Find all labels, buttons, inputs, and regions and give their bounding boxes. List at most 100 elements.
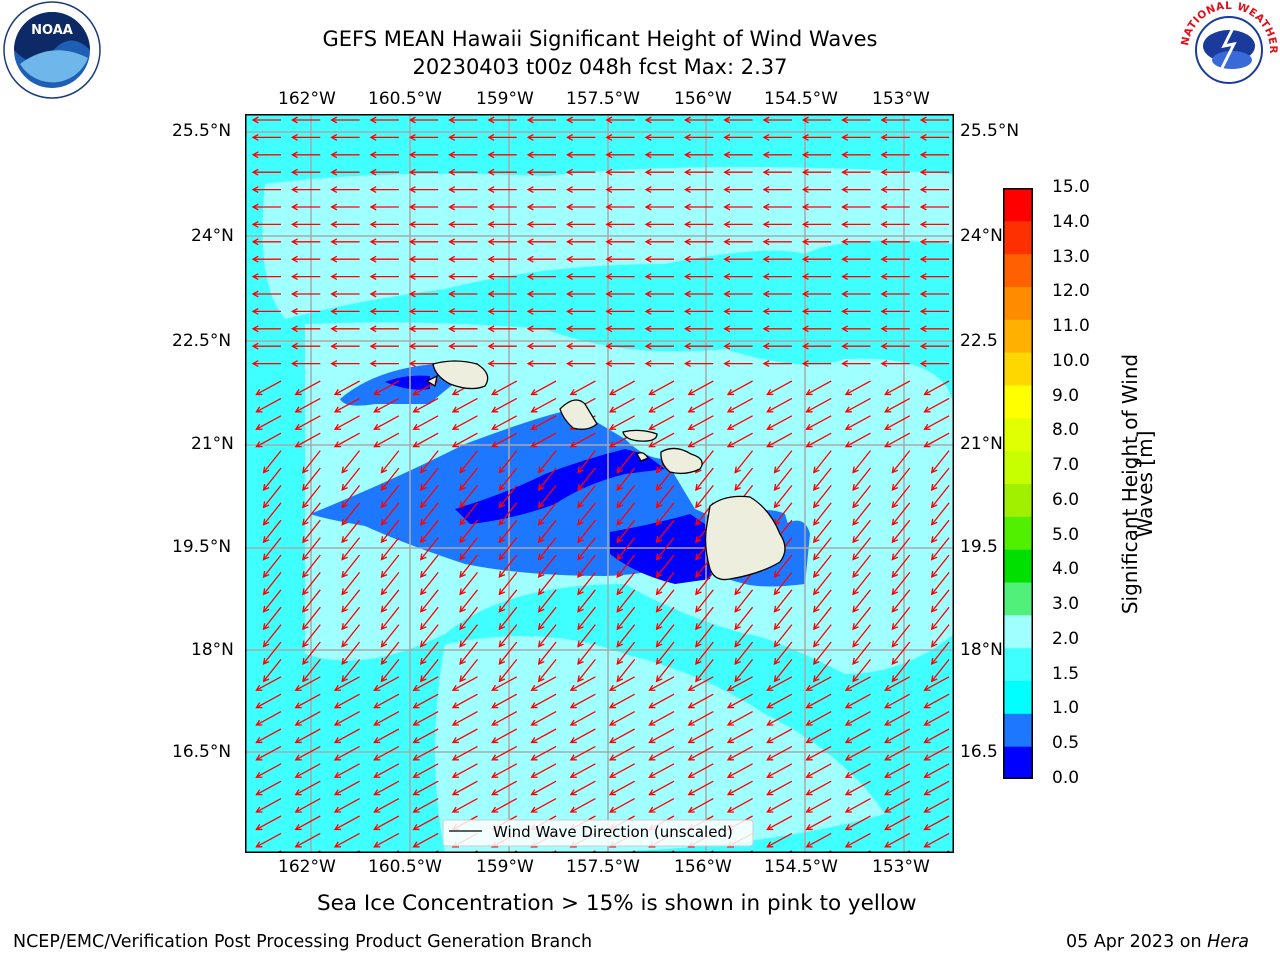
- wave-vector: [931, 450, 950, 473]
- wave-vector: [649, 432, 675, 448]
- wave-vector-head: [451, 702, 459, 709]
- wave-vector: [570, 745, 596, 761]
- wave-vector-head: [919, 168, 927, 176]
- wave-vector: [538, 658, 557, 682]
- wave-vector-head: [930, 553, 938, 561]
- wave-vector-head: [448, 151, 456, 159]
- wave-vector-head: [891, 536, 899, 544]
- wave-vector-head: [373, 737, 381, 744]
- wave-vector-head: [373, 806, 381, 813]
- wave-vector-head: [255, 423, 263, 430]
- wave-vector-head: [577, 483, 584, 491]
- wave-vector-head: [451, 754, 459, 761]
- wave-vector: [931, 537, 950, 560]
- wave-vector: [767, 832, 793, 848]
- wave-vector-head: [290, 133, 298, 141]
- wave-vector-head: [723, 203, 731, 211]
- wave-vector: [767, 380, 793, 395]
- wave-vector-head: [487, 325, 495, 333]
- wave-vector-head: [655, 536, 663, 544]
- field-deep-bigisland: [610, 514, 712, 584]
- wave-vector: [688, 780, 714, 796]
- wave-vector: [924, 745, 950, 761]
- wave-vector: [577, 554, 596, 578]
- wave-vector: [420, 502, 439, 526]
- wave-vector: [924, 676, 950, 691]
- wave-vector: [380, 537, 400, 560]
- wave-vector-head: [695, 553, 702, 561]
- wave-vector-head: [683, 151, 691, 159]
- wave-vector-head: [695, 483, 702, 491]
- wave-vector-head: [408, 168, 416, 176]
- lon-tick-top-1: 160.5°W: [368, 89, 442, 109]
- wave-vector-head: [923, 719, 931, 726]
- wave-vector-head: [687, 754, 695, 761]
- wave-vector-head: [812, 675, 820, 683]
- wave-vector-head: [290, 168, 298, 176]
- wave-vector-head: [616, 536, 624, 544]
- wave-vector-head: [262, 466, 270, 474]
- colorbar-block: [1003, 713, 1033, 747]
- wave-vector-head: [380, 553, 388, 561]
- wave-vector-head: [801, 273, 809, 281]
- wave-vector-head: [805, 684, 813, 691]
- wave-vector: [656, 484, 675, 508]
- lon-tick-top-0: 162°W: [278, 89, 336, 109]
- wave-vector-head: [451, 389, 459, 396]
- wave-vector: [459, 502, 479, 526]
- wave-vector-head: [448, 116, 456, 124]
- wave-vector: [256, 763, 282, 778]
- lon-tick-top-2: 159°W: [476, 89, 534, 109]
- wave-vector-head: [726, 719, 735, 726]
- wave-vector-head: [369, 290, 377, 298]
- wave-vector: [727, 415, 753, 430]
- wave-vector-head: [644, 360, 652, 368]
- wave-vector-head: [487, 307, 495, 315]
- wave-vector-head: [852, 623, 859, 631]
- wave-vector-head: [380, 518, 388, 526]
- wave-vector: [806, 693, 832, 709]
- wave-vector-head: [333, 771, 342, 778]
- wave-vector-head: [923, 824, 931, 831]
- wave-vector: [413, 397, 439, 413]
- wave-vector-head: [491, 423, 499, 430]
- lon-tick-bottom-5: 154.5°W: [764, 857, 838, 877]
- wave-vector-head: [569, 771, 577, 778]
- wave-vector: [767, 676, 793, 691]
- wave-vector: [924, 798, 950, 813]
- wave-vector: [538, 641, 557, 665]
- wave-vector: [695, 484, 714, 508]
- wave-vector-head: [801, 290, 809, 298]
- wave-vector-head: [880, 290, 888, 298]
- wave-vector-head: [537, 570, 545, 578]
- wave-vector-head: [801, 307, 809, 315]
- wave-vector: [570, 693, 596, 709]
- lon-tick-bottom-0: 162°W: [278, 857, 336, 877]
- wave-vector-head: [341, 553, 348, 561]
- colorbar: [1003, 188, 1033, 780]
- wave-vector-head: [655, 553, 663, 561]
- wave-vector-head: [801, 238, 809, 246]
- wave-vector-head: [451, 806, 459, 813]
- wave-vector-head: [844, 684, 852, 691]
- wave-vector-head: [923, 771, 931, 778]
- wave-vector: [649, 728, 675, 743]
- wave-vector-head: [262, 501, 270, 509]
- wave-vector-head: [451, 771, 459, 778]
- wave-vector: [374, 832, 400, 848]
- wave-vector-head: [723, 360, 731, 368]
- wave-vector-head: [880, 273, 888, 281]
- wave-vector-head: [616, 570, 624, 578]
- wave-vector-head: [773, 657, 781, 665]
- wave-vector-head: [923, 441, 931, 448]
- wave-vector-head: [294, 841, 302, 848]
- wave-vector-head: [648, 423, 656, 430]
- wave-vector-head: [919, 220, 927, 228]
- wave-vector-head: [841, 273, 849, 281]
- wave-vector: [380, 624, 400, 647]
- wave-vector-head: [566, 325, 573, 333]
- wave-vector-head: [419, 605, 427, 613]
- wave-vector-head: [412, 423, 420, 430]
- wave-vector-head: [262, 483, 270, 491]
- wave-vector: [931, 519, 950, 543]
